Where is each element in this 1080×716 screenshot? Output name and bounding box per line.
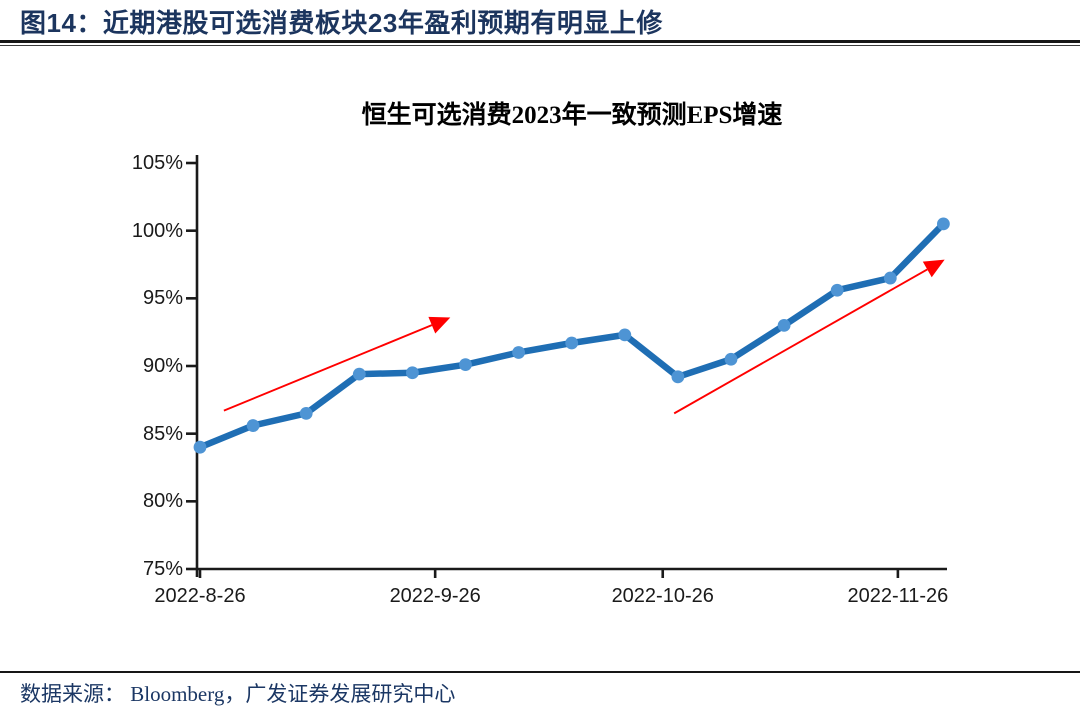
footer-rule [0,671,1080,673]
data-point-marker [459,358,472,372]
y-axis-tick-label: 85% [142,422,183,445]
x-axis-tick-label: 2022-11-26 [847,585,949,607]
figure-title: 图14：近期港股可选消费板块23年盈利预期有明显上修 [20,8,663,38]
data-point-marker [830,283,844,297]
x-axis-tick-label: 2022-9-26 [389,585,481,607]
data-point-marker [671,370,685,384]
data-point-marker [406,366,419,380]
y-axis-tick-label: 105% [131,152,183,174]
y-axis-tick-label: 100% [131,219,183,242]
data-point-marker [299,406,313,420]
x-axis-tick-label: 2022-10-26 [611,585,714,607]
trend-arrow-head [922,259,945,278]
x-axis-tick-label: 2022-8-26 [154,585,246,607]
chart-title: 恒生可选消费2023年一致预测EPS增速 [361,102,783,129]
y-axis-tick-label: 95% [142,287,183,310]
data-point-marker [883,271,897,285]
y-axis-tick-label: 75% [142,558,183,580]
trend-arrow-head [428,316,451,334]
data-point-marker [193,440,207,454]
data-point-marker [777,319,791,332]
data-point-marker [724,352,738,366]
trend-arrow-line [673,268,928,415]
data-point-marker [352,367,366,381]
data-point-marker [618,328,632,342]
header-rule [0,40,1080,46]
trend-arrow-line [223,324,433,412]
data-point-marker [937,217,950,231]
data-source: 数据来源： Bloomberg，广发证券发展研究中心 [20,682,456,706]
y-axis-tick-label: 80% [142,490,183,513]
y-axis-tick-label: 90% [142,355,183,377]
data-point-marker [565,336,579,350]
data-point-marker [246,419,260,432]
data-point-marker [512,346,525,359]
